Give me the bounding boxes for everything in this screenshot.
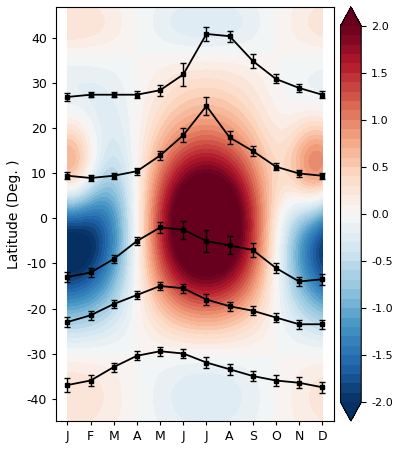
PathPatch shape — [340, 402, 361, 421]
Y-axis label: Latitude (Deg. ): Latitude (Deg. ) — [7, 159, 21, 269]
PathPatch shape — [340, 7, 361, 26]
